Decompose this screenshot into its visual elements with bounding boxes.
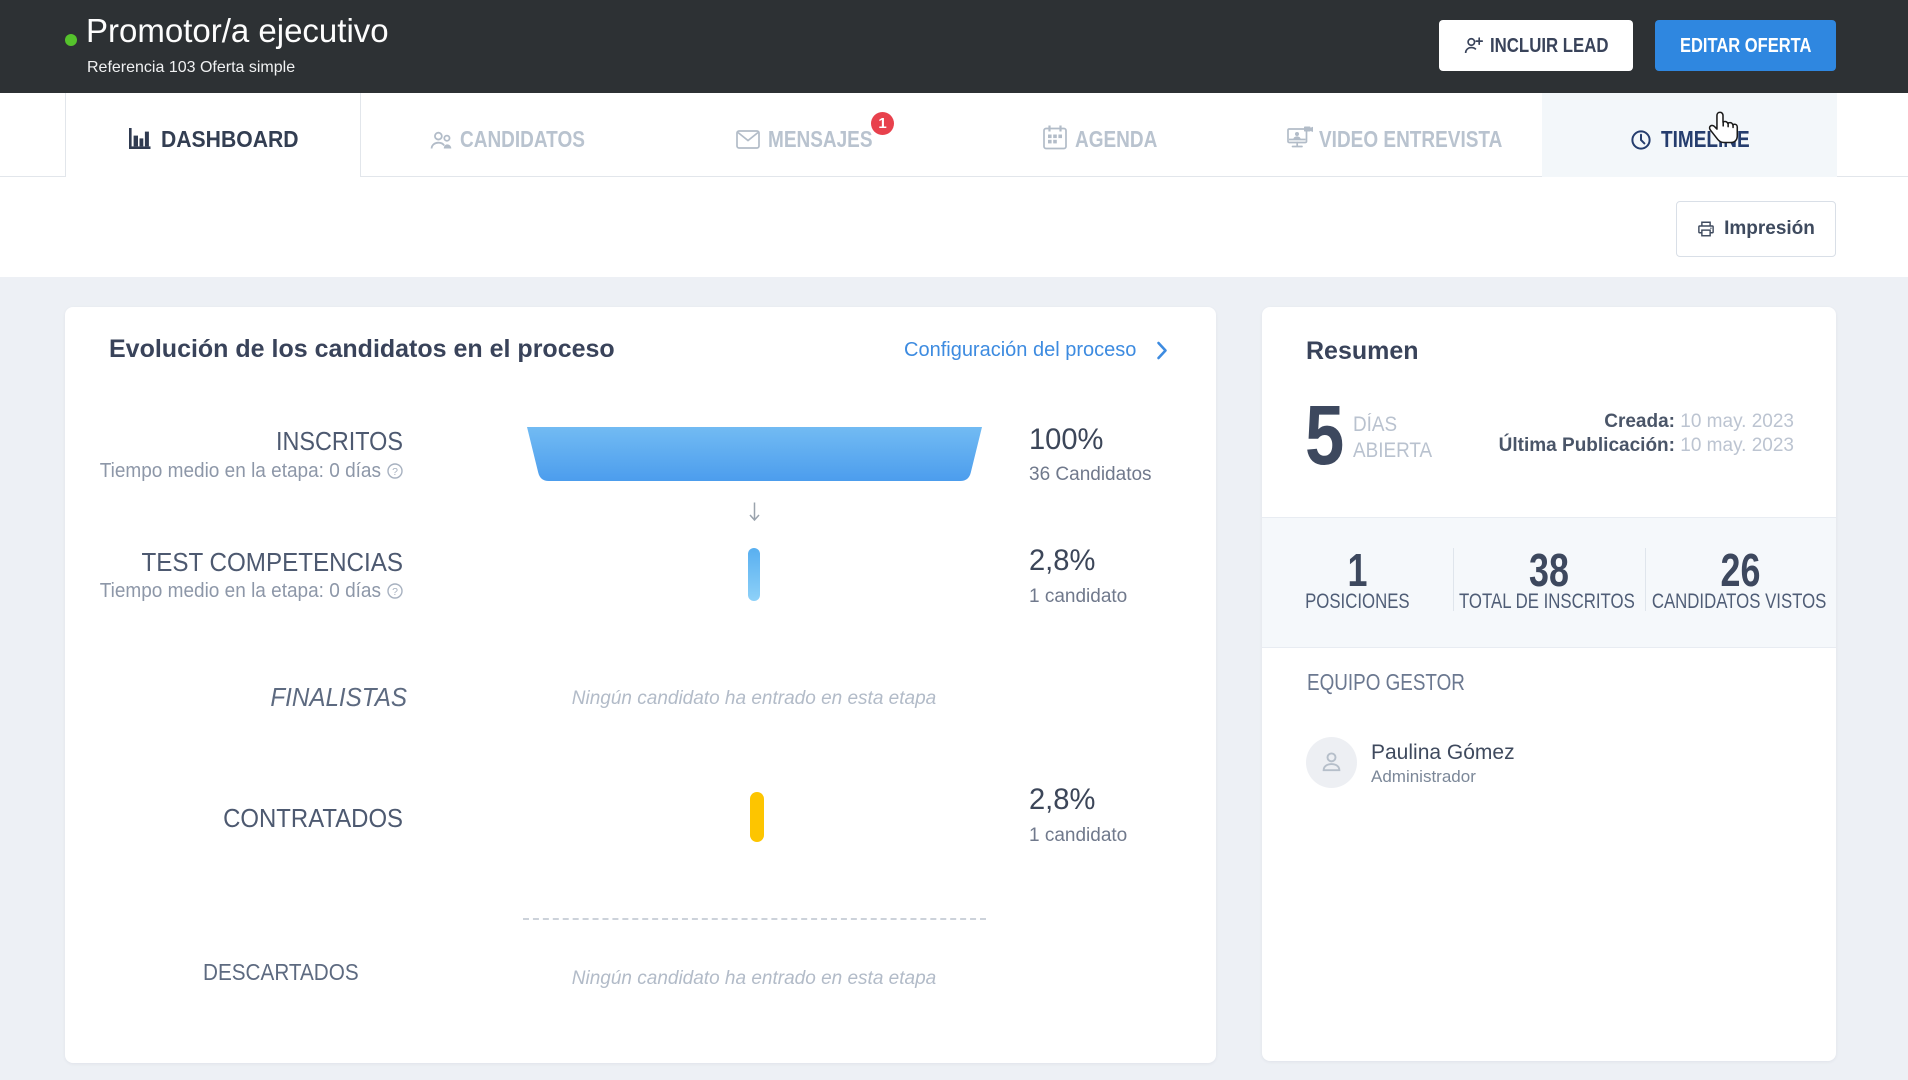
svg-text:?: ? (392, 586, 398, 598)
svg-text:?: ? (392, 466, 398, 478)
